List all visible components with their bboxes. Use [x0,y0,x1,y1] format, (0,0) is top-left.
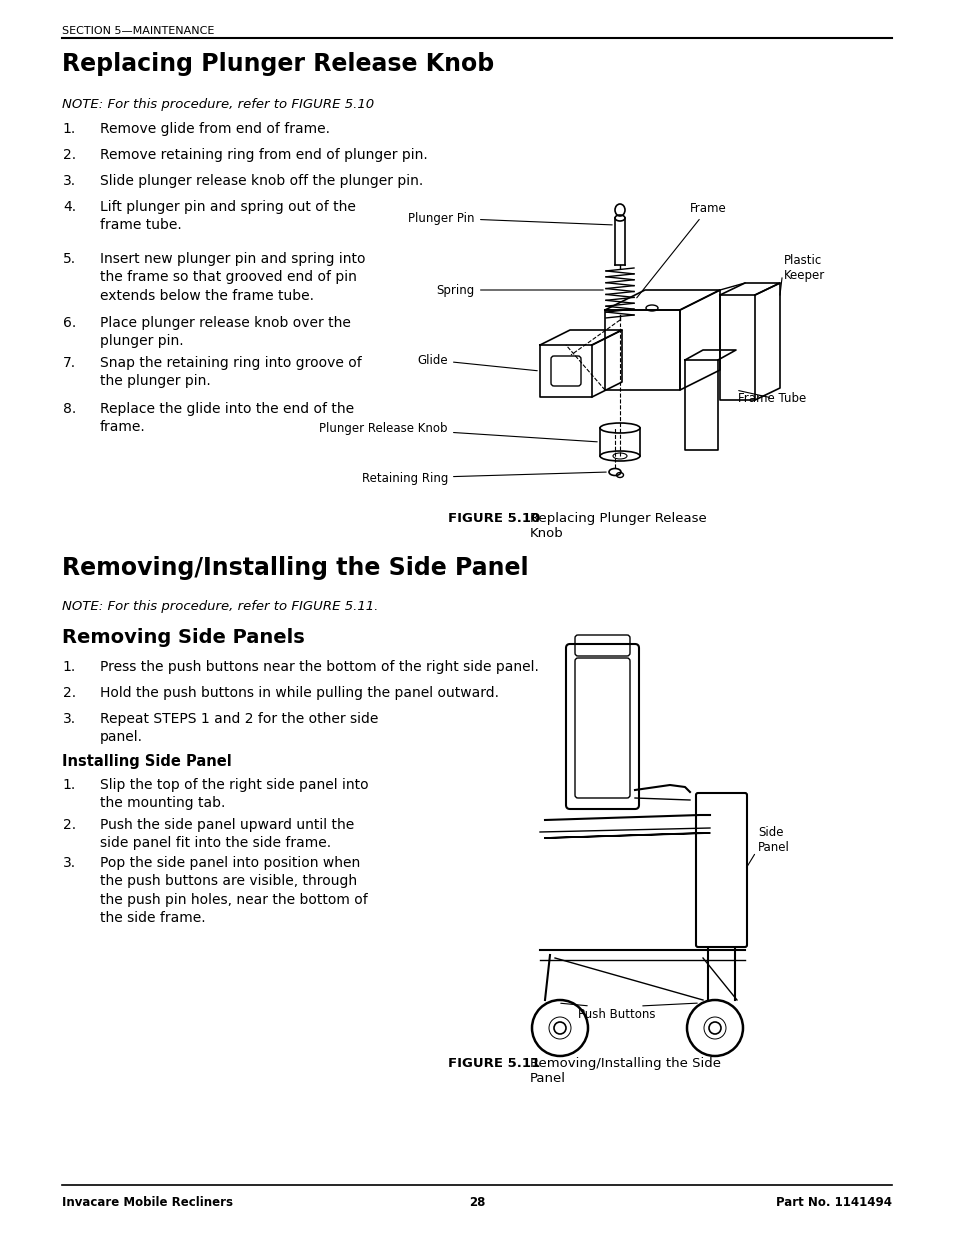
Text: Remove retaining ring from end of plunger pin.: Remove retaining ring from end of plunge… [100,148,427,162]
Text: 28: 28 [468,1195,485,1209]
Text: FIGURE 5.10: FIGURE 5.10 [448,513,549,525]
Text: NOTE: For this procedure, refer to FIGURE 5.11.: NOTE: For this procedure, refer to FIGUR… [62,600,378,613]
Text: NOTE: For this procedure, refer to FIGURE 5.10: NOTE: For this procedure, refer to FIGUR… [62,98,374,111]
Text: Side
Panel: Side Panel [758,826,789,853]
Text: 7.: 7. [63,356,76,370]
Text: 1.: 1. [63,122,76,136]
Text: Press the push buttons near the bottom of the right side panel.: Press the push buttons near the bottom o… [100,659,538,674]
Text: Panel: Panel [530,1072,565,1086]
Text: Frame: Frame [636,201,726,298]
Text: Replace the glide into the end of the
frame.: Replace the glide into the end of the fr… [100,403,354,435]
Text: Removing/Installing the Side Panel: Removing/Installing the Side Panel [62,556,528,580]
Text: Remove glide from end of frame.: Remove glide from end of frame. [100,122,330,136]
Text: Replacing Plunger Release Knob: Replacing Plunger Release Knob [62,52,494,77]
Text: Invacare Mobile Recliners: Invacare Mobile Recliners [62,1195,233,1209]
Text: Plastic
Keeper: Plastic Keeper [783,254,824,282]
Text: Lift plunger pin and spring out of the
frame tube.: Lift plunger pin and spring out of the f… [100,200,355,232]
Text: Removing Side Panels: Removing Side Panels [62,629,304,647]
Text: Push the side panel upward until the
side panel fit into the side frame.: Push the side panel upward until the sid… [100,818,354,851]
Text: 3.: 3. [63,174,76,188]
Text: Replacing Plunger Release: Replacing Plunger Release [530,513,706,525]
Text: Spring: Spring [436,284,602,296]
Text: Hold the push buttons in while pulling the panel outward.: Hold the push buttons in while pulling t… [100,685,498,700]
Text: 1.: 1. [63,659,76,674]
Text: 3.: 3. [63,856,76,869]
Text: Plunger Release Knob: Plunger Release Knob [319,421,597,442]
Text: Knob: Knob [530,527,563,540]
Text: SECTION 5—MAINTENANCE: SECTION 5—MAINTENANCE [62,26,214,36]
Text: Place plunger release knob over the
plunger pin.: Place plunger release knob over the plun… [100,316,351,348]
Text: Slip the top of the right side panel into
the mounting tab.: Slip the top of the right side panel int… [100,778,368,810]
Text: FIGURE 5.11: FIGURE 5.11 [448,1057,549,1070]
Text: Glide: Glide [416,353,537,370]
Text: Slide plunger release knob off the plunger pin.: Slide plunger release knob off the plung… [100,174,423,188]
Text: Push Buttons: Push Buttons [578,1008,655,1021]
Text: 2.: 2. [63,818,76,832]
Text: 3.: 3. [63,713,76,726]
Text: Part No. 1141494: Part No. 1141494 [775,1195,891,1209]
Text: Insert new plunger pin and spring into
the frame so that grooved end of pin
exte: Insert new plunger pin and spring into t… [100,252,365,303]
Text: Plunger Pin: Plunger Pin [408,211,612,225]
Text: Installing Side Panel: Installing Side Panel [62,755,232,769]
Text: Snap the retaining ring into groove of
the plunger pin.: Snap the retaining ring into groove of t… [100,356,361,388]
Text: 2.: 2. [63,148,76,162]
Text: 2.: 2. [63,685,76,700]
Text: Retaining Ring: Retaining Ring [361,472,605,484]
Text: 1.: 1. [63,778,76,792]
Text: Repeat STEPS 1 and 2 for the other side
panel.: Repeat STEPS 1 and 2 for the other side … [100,713,378,745]
Text: 4.: 4. [63,200,76,214]
Text: 8.: 8. [63,403,76,416]
Text: Frame Tube: Frame Tube [738,390,805,405]
Text: Pop the side panel into position when
the push buttons are visible, through
the : Pop the side panel into position when th… [100,856,367,925]
Text: Removing/Installing the Side: Removing/Installing the Side [530,1057,720,1070]
Text: 5.: 5. [63,252,76,266]
Text: 6.: 6. [63,316,76,330]
